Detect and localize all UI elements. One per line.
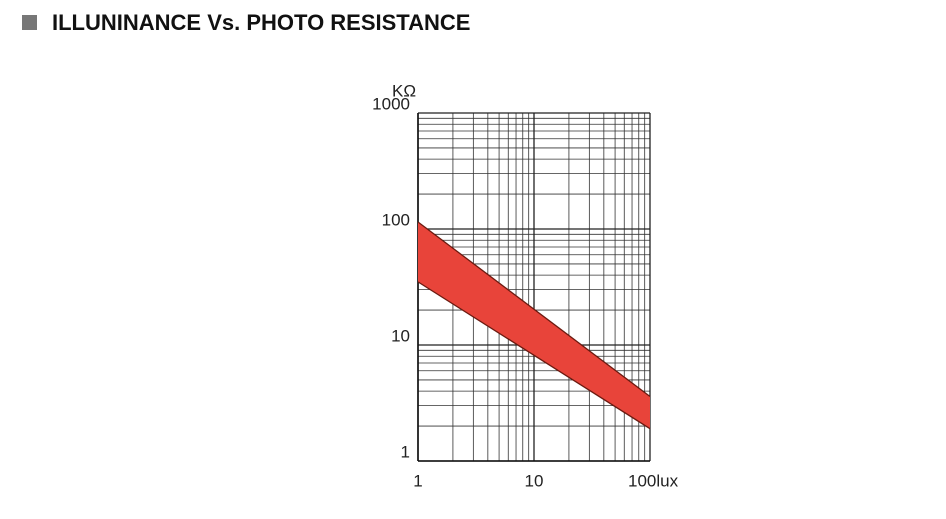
y-axis-label: KΩ: [392, 81, 416, 100]
x-tick-label: 1: [413, 471, 422, 490]
y-tick-label: 1: [401, 442, 410, 461]
chart-title: ILLUNINANCE Vs. PHOTO RESISTANCE: [52, 10, 470, 35]
x-tick-label: 100lux: [628, 471, 679, 490]
upper-edge: [417, 221, 651, 397]
y-tick-label: 100: [382, 210, 410, 229]
x-tick-label: 10: [525, 471, 544, 490]
title-bullet: [22, 15, 37, 30]
lower-edge: [417, 281, 651, 430]
band-area: [418, 221, 650, 429]
y-tick-label: 10: [391, 326, 410, 345]
y-tick-label: 1000: [372, 94, 410, 113]
